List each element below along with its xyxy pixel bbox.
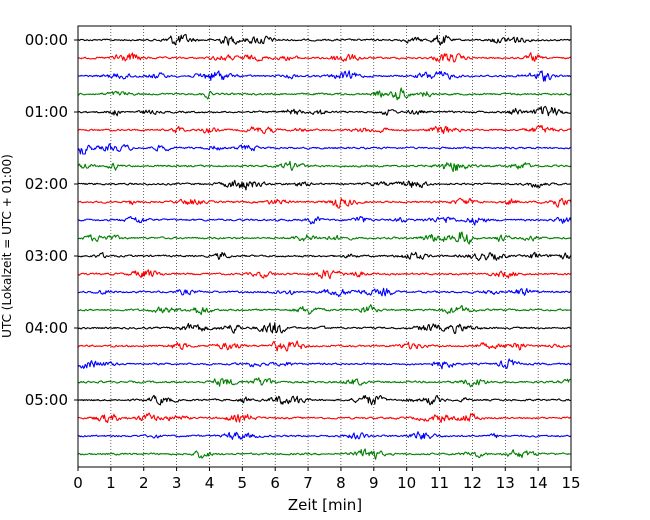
trace-line bbox=[77, 287, 572, 298]
plot-frame bbox=[77, 25, 572, 468]
trace-line bbox=[77, 34, 572, 46]
y-tick-label: 00:00 bbox=[25, 31, 68, 49]
trace-line bbox=[77, 231, 572, 245]
trace-line bbox=[77, 179, 572, 191]
y-tick-label: 04:00 bbox=[25, 319, 68, 337]
x-tick-label: 1 bbox=[106, 474, 116, 492]
trace-line bbox=[77, 52, 572, 63]
x-tick-label: 13 bbox=[496, 474, 515, 492]
x-tick-label: 10 bbox=[397, 474, 416, 492]
trace-group bbox=[77, 34, 572, 460]
y-tick-label: 01:00 bbox=[25, 103, 68, 121]
x-tick-label: 0 bbox=[73, 474, 83, 492]
trace-line bbox=[77, 304, 572, 316]
x-tick-label: 11 bbox=[430, 474, 449, 492]
x-tick-label: 9 bbox=[369, 474, 379, 492]
trace-line bbox=[77, 448, 571, 460]
trace-line bbox=[77, 340, 572, 352]
y-axis: 00:00 01:00 02:00 03:00 04:00 05:00 bbox=[25, 31, 78, 409]
x-tick-label: 15 bbox=[561, 474, 580, 492]
x-axis-title: Zeit [min] bbox=[288, 496, 362, 514]
x-tick-label: 6 bbox=[270, 474, 280, 492]
y-tick-label: 02:00 bbox=[25, 175, 68, 193]
trace-line bbox=[77, 322, 572, 335]
trace-line bbox=[77, 412, 571, 424]
x-tick-label: 5 bbox=[238, 474, 248, 492]
trace-line bbox=[77, 251, 572, 262]
x-tick-label: 12 bbox=[463, 474, 482, 492]
trace-line bbox=[77, 269, 572, 280]
trace-line bbox=[77, 105, 571, 117]
x-tick-label: 2 bbox=[139, 474, 149, 492]
trace-line bbox=[77, 87, 572, 101]
x-tick-label: 3 bbox=[172, 474, 182, 492]
trace-line bbox=[77, 394, 572, 406]
trace-line bbox=[77, 197, 572, 209]
x-axis: 0 1 2 3 4 5 6 7 8 9 10 11 12 13 14 15 bbox=[73, 467, 581, 492]
trace-line bbox=[77, 377, 571, 388]
trace-line bbox=[77, 358, 572, 370]
x-tick-label: 4 bbox=[205, 474, 215, 492]
trace-line bbox=[77, 431, 572, 440]
x-tick-label: 14 bbox=[529, 474, 548, 492]
x-tick-label: 8 bbox=[336, 474, 346, 492]
trace-line bbox=[77, 125, 572, 135]
trace-line bbox=[77, 143, 571, 155]
trace-line bbox=[77, 215, 572, 226]
trace-line bbox=[77, 160, 572, 173]
trace-line bbox=[77, 70, 572, 82]
y-tick-label: 05:00 bbox=[25, 391, 68, 409]
y-axis-title: UTC (Lokalzeit = UTC + 01:00) bbox=[0, 154, 14, 338]
x-tick-label: 7 bbox=[303, 474, 313, 492]
y-tick-label: 03:00 bbox=[25, 247, 68, 265]
